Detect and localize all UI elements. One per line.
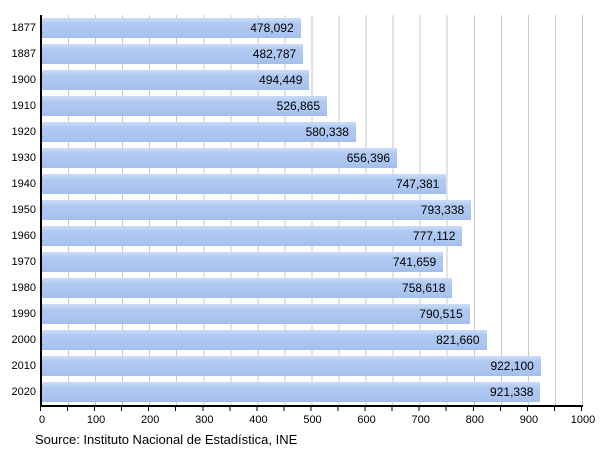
year-label: 1920: [11, 126, 36, 138]
bar-value-label: 758,618: [402, 281, 446, 295]
population-bar: 580,338: [42, 122, 356, 142]
x-axis-tick-label: 1000: [570, 414, 596, 426]
bar-row: 2010 922,100: [12, 353, 583, 379]
population-bar: 494,449: [42, 70, 310, 90]
x-axis-tick-label: 900: [519, 414, 539, 426]
year-label: 1980: [11, 282, 36, 294]
year-label: 1970: [11, 256, 36, 268]
year-label: 1950: [11, 204, 36, 216]
bar-row: 2000 821,660: [12, 327, 583, 353]
x-axis-tick-label: 100: [86, 414, 106, 426]
bar-value-label: 494,449: [259, 73, 303, 87]
year-label: 1900: [11, 74, 36, 86]
bar-row: 1950 793,338: [12, 197, 583, 223]
bar-value-label: 526,865: [276, 99, 321, 113]
year-label: 2010: [11, 360, 36, 372]
bar-value-label: 580,338: [305, 125, 349, 139]
bar-row: 1930 656,396: [12, 145, 583, 171]
bar-value-label: 656,396: [346, 151, 391, 165]
year-label: 1940: [11, 178, 36, 190]
bar-row: 1990 790,515: [12, 301, 583, 327]
population-bar: 777,112: [42, 226, 463, 246]
x-axis-tick-label: 800: [465, 414, 484, 426]
year-label: 1887: [11, 48, 36, 60]
x-axis-tick-label: 500: [303, 414, 322, 426]
population-bar: 793,338: [42, 200, 472, 220]
bar-row: 1900 494,449: [12, 67, 583, 93]
year-label: 2020: [11, 386, 36, 398]
bar-row: 1940 747,381: [12, 171, 583, 197]
population-bar: 656,396: [42, 148, 398, 168]
bar-value-label: 793,338: [420, 203, 465, 217]
x-axis: 0 100 200 300 400 500 600 700 800 900 10…: [38, 414, 595, 428]
x-axis-tick-label: 0: [38, 414, 46, 426]
bar-row: 1887 482,787: [12, 41, 583, 67]
bar-value-label: 790,515: [419, 307, 463, 321]
x-axis-tick-marks: [40, 407, 583, 411]
bar-value-label: 482,787: [252, 47, 297, 61]
source-note: Source: Instituto Nacional de Estadístic…: [35, 432, 298, 447]
x-axis-tick-label: 700: [411, 414, 430, 426]
population-bar: 741,659: [42, 252, 444, 272]
bar-row: 1877 478,092: [12, 15, 583, 41]
population-bar: 526,865: [42, 96, 328, 116]
bar-value-label: 821,660: [436, 333, 480, 347]
bar-value-label: 741,659: [392, 255, 437, 269]
population-bar: 747,381: [42, 174, 447, 194]
plot-area: 1877 478,092 1887 482,787 1900 494,449 1…: [12, 15, 583, 407]
bar-row: 1980 758,618: [12, 275, 583, 301]
x-axis-tick-label: 400: [249, 414, 268, 426]
x-axis-tick-label: 300: [195, 414, 214, 426]
bar-value-label: 921,338: [490, 385, 534, 399]
x-axis-tick-label: 600: [357, 414, 376, 426]
bar-value-label: 747,381: [395, 177, 440, 191]
year-label: 1960: [11, 230, 36, 242]
x-axis-tick-label: 200: [141, 414, 160, 426]
bar-row: 1910 526,865: [12, 93, 583, 119]
bar-row: 1960 777,112: [12, 223, 583, 249]
population-bar: 790,515: [42, 304, 470, 324]
population-bar: 758,618: [42, 278, 453, 298]
bar-value-label: 478,092: [250, 21, 294, 35]
population-bar: 921,338: [42, 382, 541, 402]
population-bar: 821,660: [42, 330, 487, 350]
bar-row: 1970 741,659: [12, 249, 583, 275]
bar-row: 2020 921,338: [12, 379, 583, 405]
population-bar: 482,787: [42, 44, 304, 64]
bar-value-label: 777,112: [412, 229, 456, 243]
population-bar: 478,092: [42, 18, 301, 38]
year-label: 2000: [11, 334, 36, 346]
year-label: 1990: [11, 308, 36, 320]
population-bar: 922,100: [42, 356, 541, 376]
year-label: 1877: [11, 22, 36, 34]
bar-value-label: 922,100: [490, 359, 534, 373]
year-label: 1910: [11, 100, 36, 112]
bar-row: 1920 580,338: [12, 119, 583, 145]
year-label: 1930: [11, 152, 36, 164]
